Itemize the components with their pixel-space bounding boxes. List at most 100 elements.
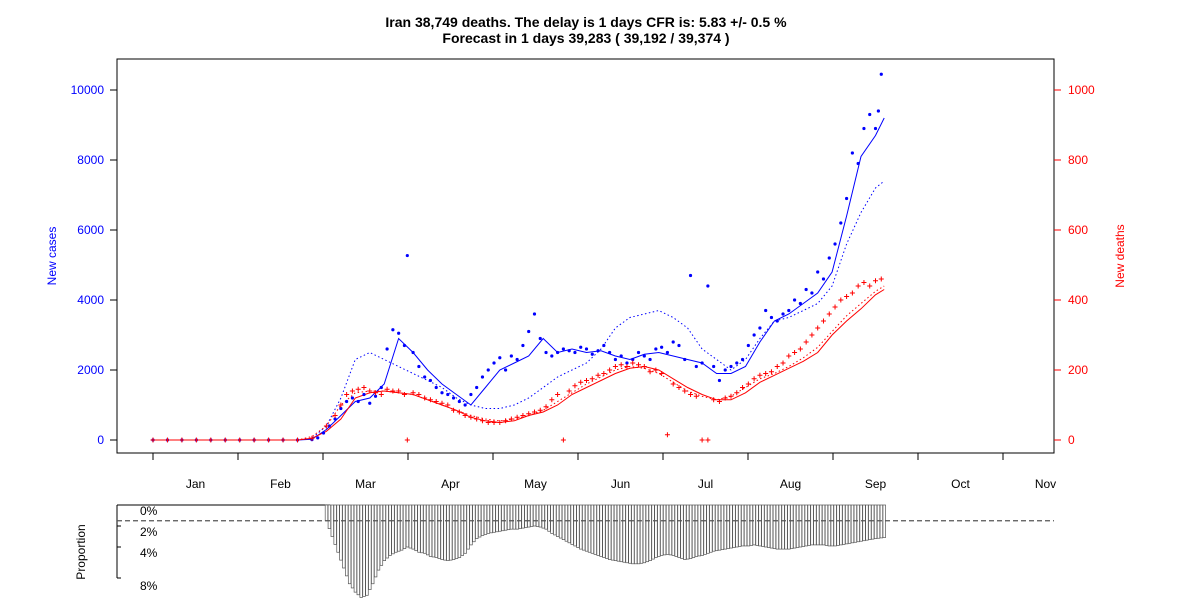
cases-point <box>839 221 843 225</box>
proportion-bar <box>686 504 690 560</box>
deaths-point <box>705 437 711 443</box>
deaths-point <box>861 280 867 285</box>
proportion-bar <box>616 504 621 562</box>
proportion-bar <box>677 504 681 558</box>
deaths-point <box>497 420 503 425</box>
proportion-bar <box>807 504 811 546</box>
cases-point <box>688 273 693 278</box>
y-left-tick-label: 8000 <box>77 153 104 167</box>
deaths-point <box>479 418 485 424</box>
deaths-point <box>838 297 844 303</box>
cases-point <box>362 392 366 397</box>
y-right-axis-label: New deaths <box>1113 224 1127 287</box>
proportion-bar <box>871 504 875 540</box>
cases-point <box>486 368 490 372</box>
proportion-bar <box>816 504 820 546</box>
proportion-bar <box>842 504 846 545</box>
cases-point <box>833 242 837 246</box>
proportion-bar <box>530 504 534 527</box>
cases-point <box>821 277 826 281</box>
proportion-bar <box>544 504 548 530</box>
proportion-bar <box>402 504 407 549</box>
proportion-bar <box>437 504 441 559</box>
cases-point <box>631 357 635 362</box>
cases-point <box>515 357 519 362</box>
proportion-bar <box>590 504 595 554</box>
proportion-bar <box>558 504 563 539</box>
deaths-point <box>555 392 561 397</box>
proportion-bar <box>596 504 600 556</box>
deaths-point <box>572 383 578 389</box>
y-left-axis-label: New cases <box>45 227 59 286</box>
proportion-bar <box>668 504 673 556</box>
proportion-bar <box>853 504 858 543</box>
proportion-bar <box>373 504 378 578</box>
deaths-point <box>266 437 272 443</box>
cases-point <box>333 417 337 421</box>
y-left-tick-label: 6000 <box>77 223 104 237</box>
deaths-point <box>295 437 300 443</box>
proportion-bar <box>515 504 519 530</box>
cases-smoothed-line <box>153 117 885 441</box>
cases-point <box>683 357 687 362</box>
deaths-point <box>468 414 474 420</box>
cases-point <box>373 394 378 398</box>
proportion-bar <box>452 504 456 560</box>
cases-point <box>327 424 331 428</box>
proportion-bar <box>859 504 863 542</box>
cases-point <box>527 329 531 334</box>
proportion-bar <box>518 504 522 529</box>
deaths-point <box>179 437 185 443</box>
deaths-point <box>445 402 451 408</box>
cases-point <box>405 253 409 258</box>
x-tick-label: Jul <box>698 477 713 491</box>
proportion-bar <box>365 504 369 596</box>
deaths-point <box>636 362 642 368</box>
proportion-bar <box>567 504 571 544</box>
cases-point <box>671 340 675 344</box>
x-tick-label: Jan <box>186 477 205 491</box>
cases-point <box>613 357 618 362</box>
proportion-bar <box>524 504 528 528</box>
deaths-point <box>855 283 861 289</box>
proportion-bar <box>660 504 664 556</box>
proportion-bar <box>856 504 860 543</box>
cases-point <box>706 284 710 288</box>
deaths-point <box>549 397 555 403</box>
deaths-point <box>699 437 705 443</box>
proportion-bar <box>810 504 814 546</box>
x-tick-label: May <box>524 477 547 491</box>
proportion-bar <box>720 504 725 550</box>
cases-point <box>827 256 831 260</box>
proportion-bar <box>787 504 791 550</box>
deaths-point <box>607 367 613 373</box>
proportion-bar <box>608 504 612 560</box>
proportion-bar <box>732 504 736 548</box>
proportion-bar <box>761 504 765 547</box>
cases-point <box>544 350 548 355</box>
proportion-bar <box>376 504 381 571</box>
proportion-bar <box>394 504 398 553</box>
proportion-bar <box>486 504 490 534</box>
cases-point <box>740 357 745 362</box>
cases-point <box>428 378 433 383</box>
cases-point <box>550 354 554 358</box>
proportion-bar <box>463 504 467 554</box>
cases-point <box>876 109 880 113</box>
proportion-bar <box>850 504 855 544</box>
deaths-point <box>589 376 595 382</box>
deaths-point <box>682 388 688 394</box>
deaths-point <box>832 304 838 310</box>
cases-point <box>368 401 372 405</box>
proportion-bar <box>475 504 479 539</box>
deaths-point <box>349 388 355 394</box>
proportion-bar <box>767 504 771 548</box>
proportion-bar <box>541 504 545 529</box>
proportion-bar <box>359 504 363 598</box>
proportion-bar <box>399 504 404 551</box>
deaths-point <box>208 437 214 443</box>
deaths-point <box>543 404 549 410</box>
cases-point <box>463 403 467 407</box>
cases-point <box>440 391 444 395</box>
cases-point <box>475 385 479 390</box>
